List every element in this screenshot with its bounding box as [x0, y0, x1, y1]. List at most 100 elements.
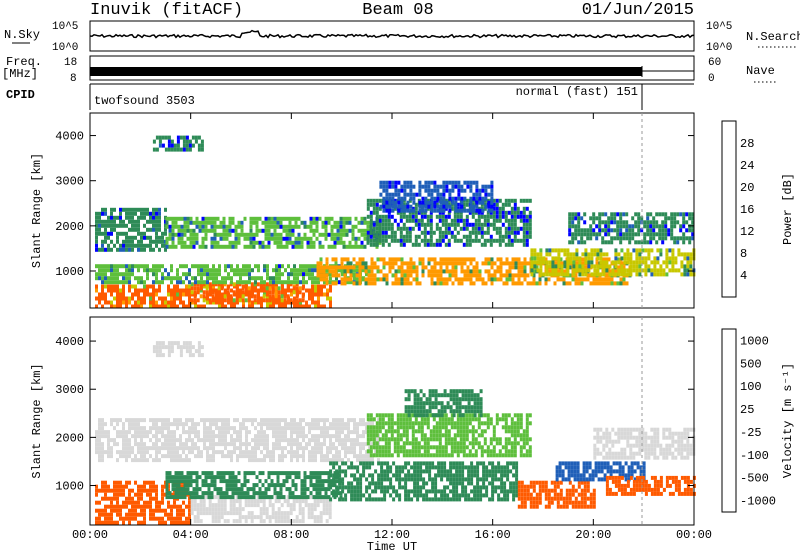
- power-cell: [345, 216, 349, 221]
- velocity-cell: [131, 434, 134, 439]
- power-cell: [149, 215, 152, 220]
- power-cell: [626, 248, 630, 253]
- power-cell: [659, 268, 663, 273]
- velocity-cell: [208, 503, 212, 508]
- power-cell: [266, 268, 269, 273]
- power-cell: [146, 211, 149, 216]
- power-cell: [271, 286, 275, 291]
- velocity-cell: [267, 483, 271, 488]
- velocity-cell: [395, 465, 399, 470]
- power-cell: [303, 232, 307, 237]
- power-cell: [489, 242, 493, 247]
- power-cell: [629, 256, 633, 261]
- power-cell: [333, 236, 337, 241]
- power-cell: [430, 192, 434, 197]
- power-cell: [273, 240, 277, 245]
- velocity-cell: [140, 426, 143, 431]
- power-cell: [238, 298, 242, 303]
- power-cell: [279, 232, 283, 237]
- velocity-cell: [383, 461, 387, 466]
- velocity-cell: [341, 442, 344, 447]
- power-cell: [468, 222, 472, 227]
- power-cell: [530, 268, 534, 273]
- velocity-cell: [329, 442, 332, 447]
- power-cell: [679, 228, 683, 233]
- power-cell: [463, 273, 467, 278]
- power-cell: [516, 210, 520, 215]
- power-cell: [495, 202, 499, 207]
- power-cell: [274, 286, 278, 291]
- power-cell: [433, 188, 437, 193]
- velocity-cell: [242, 454, 245, 459]
- velocity-cell: [203, 422, 206, 427]
- power-cell: [329, 272, 332, 277]
- power-cell: [486, 230, 490, 235]
- power-cell: [481, 261, 485, 266]
- velocity-cell: [395, 469, 399, 474]
- power-cell: [589, 281, 593, 286]
- velocity-cell: [284, 434, 287, 439]
- power-cell: [140, 243, 143, 248]
- velocity-cell: [122, 500, 125, 505]
- power-cell: [649, 224, 653, 229]
- power-cell: [481, 277, 485, 282]
- velocity-cell: [344, 438, 347, 443]
- power-cell: [469, 261, 473, 266]
- power-cell: [528, 214, 532, 219]
- power-cell: [619, 228, 623, 233]
- power-cell: [116, 239, 119, 244]
- power-cell: [492, 198, 496, 203]
- power-cell: [295, 282, 299, 287]
- velocity-cell: [179, 512, 182, 517]
- velocity-cell: [98, 520, 101, 525]
- velocity-cell: [259, 511, 263, 516]
- velocity-cell: [161, 496, 164, 501]
- velocity-cell: [113, 492, 116, 497]
- power-cell: [367, 265, 371, 270]
- cpid-mode-1: twofsound 3503: [94, 94, 195, 108]
- velocity-cell: [284, 438, 287, 443]
- velocity-cell: [101, 454, 104, 459]
- power-cell: [173, 300, 176, 305]
- velocity-cell: [116, 488, 119, 493]
- velocity-cell: [194, 426, 197, 431]
- power-cell: [525, 230, 529, 235]
- power-cell: [207, 216, 211, 221]
- power-cell: [182, 280, 185, 285]
- power-cell: [559, 261, 563, 266]
- power-cell: [400, 184, 404, 189]
- velocity-cell: [322, 499, 326, 504]
- power-cell: [397, 277, 401, 282]
- velocity-cell: [155, 458, 158, 463]
- velocity-cell: [266, 454, 269, 459]
- velocity-cell: [214, 515, 218, 520]
- power-cell: [510, 238, 514, 243]
- velocity-cell: [143, 516, 146, 521]
- power-cell: [267, 228, 271, 233]
- velocity-cell: [323, 442, 326, 447]
- velocity-cell: [323, 418, 326, 423]
- power-cell: [572, 252, 576, 257]
- power-cell: [318, 232, 322, 237]
- power-cell: [224, 268, 227, 273]
- power-cell: [548, 252, 552, 257]
- velocity-cell: [303, 495, 307, 500]
- velocity-cell: [179, 345, 183, 350]
- velocity-cell: [278, 454, 281, 459]
- velocity-cell: [292, 519, 296, 524]
- velocity-cell: [302, 458, 305, 463]
- power-cell: [674, 268, 678, 273]
- power-cell: [116, 247, 119, 252]
- velocity-cell: [285, 479, 289, 484]
- velocity-cell: [218, 438, 221, 443]
- power-cell: [286, 286, 290, 291]
- power-cell: [641, 256, 645, 261]
- velocity-cell: [104, 484, 107, 489]
- velocity-cell: [341, 489, 345, 494]
- power-cell: [266, 292, 269, 297]
- power-cell: [388, 208, 392, 213]
- power-cell: [137, 239, 140, 244]
- power-cell: [230, 268, 233, 273]
- power-cell: [224, 276, 227, 281]
- power-cell: [152, 247, 155, 252]
